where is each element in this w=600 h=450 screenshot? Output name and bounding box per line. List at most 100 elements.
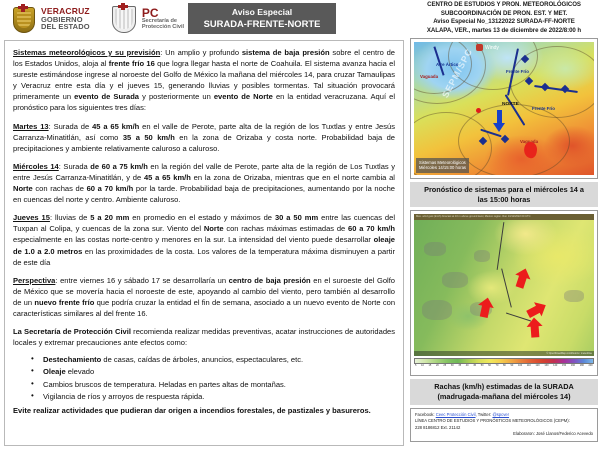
urban-area-shading <box>564 290 584 303</box>
gust-map-frame: Max. wind gust (km/h) forecast at 10 m a… <box>410 210 598 377</box>
paragraph-jueves-15: Jueves 15: lluvias de 5 a 20 mm en prome… <box>13 213 395 267</box>
label-jueves-15: Jueves 15 <box>13 213 50 223</box>
proteccion-civil-crest-icon <box>108 3 138 35</box>
gust-color-scale: 5 10 15 20 25 30 35 40 45 50 60 70 80 90… <box>414 358 594 372</box>
footer-line-cepm: LÍNEA CENTRO DE ESTUDIOS Y PRONÓSTICOS M… <box>415 418 570 424</box>
synoptic-caption-line2: las 15:00 horas <box>477 194 531 204</box>
urban-area-shading <box>422 300 452 321</box>
scale-tick: 110 <box>526 364 531 368</box>
synoptic-map-frame: Windy SEPM/SPC Aire Ártico Vaguada Frent… <box>410 38 598 179</box>
scale-tick: 45 <box>473 364 477 368</box>
contact-footer: Facebook: Ceec Protección Civil, Twitter… <box>410 407 598 442</box>
scale-tick: 40 <box>465 364 469 368</box>
map-label-vaguada-1: Vaguada <box>420 74 439 79</box>
scale-tick: 15 <box>428 364 432 368</box>
issuing-office-header: CENTRO DE ESTUDIOS Y PRON. METEOROLÓGICO… <box>408 1 600 37</box>
scale-tick: 80 <box>503 364 506 368</box>
synoptic-caption-line1: Pronóstico de sistemas para el miércoles… <box>424 185 584 194</box>
aviso-badge-line1: Aviso Especial <box>231 7 293 18</box>
color-scale-ticks: 5 10 15 20 25 30 35 40 45 50 60 70 80 90… <box>414 364 594 367</box>
closing-warning-text: Evite realizar actividades que pudieran … <box>13 406 371 416</box>
label-perspectiva: Perspectiva <box>13 275 56 285</box>
scale-tick: 200 <box>588 364 593 368</box>
scale-tick: 100 <box>517 364 523 368</box>
label-martes-13: Martes 13 <box>13 121 49 131</box>
twitter-label: , Twitter: <box>475 411 493 417</box>
gust-caption-line2: (madrugada-mañana del miércoles 14) <box>437 392 571 402</box>
proteccion-civil-logo: PC Secretaría de Protección Civil <box>108 3 184 35</box>
facebook-label: Facebook: <box>415 411 436 417</box>
synoptic-map-caption: Pronóstico de sistemas para el miércoles… <box>410 182 598 208</box>
right-image-column: Windy SEPM/SPC Aire Ártico Vaguada Frent… <box>410 38 598 442</box>
scale-tick: 150 <box>562 364 567 368</box>
scale-tick: 5 <box>415 364 417 368</box>
urban-area-shading <box>424 242 446 257</box>
gust-map-top-strip: Max. wind gust (km/h) forecast at 10 m a… <box>414 214 594 221</box>
scale-tick: 25 <box>443 364 447 368</box>
issuing-office-line2: SUBCOORDINACIÓN DE PRON. EST. Y MET. <box>440 9 568 17</box>
veracruz-logo-line3: DEL ESTADO <box>41 22 90 32</box>
windy-logo-icon <box>476 44 483 51</box>
stamp-line2: Miércoles 14/15:00 horas <box>419 165 467 171</box>
paragraph-miercoles-14: Miércoles 14: Surada de 60 a 75 km/h en … <box>13 161 396 205</box>
forecast-text-panel: Sistemas meteorológicos y su previsión: … <box>4 40 404 446</box>
windy-label: Windy <box>485 44 499 51</box>
pc-logo-line2: Secretaría de <box>141 18 177 25</box>
pc-logo-line3: Protección Civil <box>141 24 185 31</box>
scale-tick: 50 <box>480 364 484 368</box>
list-item: Cambios bruscos de temperatura. Heladas … <box>31 378 395 391</box>
veracruz-government-logo: VERACRUZ GOBIERNO DEL ESTADO <box>10 4 90 34</box>
gust-speed-field <box>414 214 594 357</box>
label-systems-outlook: Sistemas meteorológicos y su previsión <box>13 48 161 57</box>
paragraph-perspectiva: Perspectiva: entre viernes 16 y sábado 1… <box>13 275 396 318</box>
scale-tick: 140 <box>553 364 558 368</box>
footer-social-line: Facebook: Ceec Protección Civil, Twitter… <box>415 412 593 419</box>
paragraph-recommendations-intro: La Secretaría de Protección Civil recomi… <box>13 327 395 348</box>
scale-tick: 120 <box>535 364 540 368</box>
scale-tick: 90 <box>510 364 514 368</box>
list-item: Destechamiento de casas, caídas de árbol… <box>31 353 395 366</box>
issuing-office-line4: XALAPA, VER., martes 13 de diciembre de … <box>426 26 582 34</box>
facebook-link[interactable]: Ceec Protección Civil <box>435 411 476 417</box>
scale-tick: 180 <box>579 364 584 368</box>
veracruz-logo-line2: GOBIERNO <box>41 14 83 24</box>
windy-watermark: Windy <box>476 44 499 51</box>
isobar-line <box>414 112 492 175</box>
scale-tick: 20 <box>435 364 439 368</box>
stamp-line1: Sistemas Meteorológicos <box>419 159 466 165</box>
scale-tick: 70 <box>495 364 499 368</box>
issuing-office-line3: Aviso Especial No_13122022 SURADA-FF-NOR… <box>433 18 575 26</box>
gust-map-caption: Rachas (km/h) estimadas de la SURADA (ma… <box>410 379 598 405</box>
scale-tick: 60 <box>488 364 491 368</box>
issuing-office-line1: CENTRO DE ESTUDIOS Y PRON. METEOROLÓGICO… <box>427 1 581 8</box>
scale-tick: 35 <box>458 364 462 368</box>
veracruz-logo-line1: VERACRUZ <box>41 5 90 16</box>
label-miercoles-14: Miércoles 14 <box>13 161 59 171</box>
footer-phone: 228 8186812 Ext. 21142 <box>415 424 461 430</box>
footer-authors: Elaboraron: José Llanos/Federico Acevedo <box>513 431 593 437</box>
synoptic-timestamp-stamp: Sistemas Meteorológicos Miércoles 14/15:… <box>416 157 470 173</box>
veracruz-crest-icon <box>10 4 36 34</box>
urban-area-shading <box>474 250 490 263</box>
twitter-link[interactable]: @spcver <box>492 411 510 417</box>
map-label-frente-frio-1: Frente Frío <box>506 69 529 74</box>
low-pressure-marker <box>476 108 481 113</box>
aviso-especial-badge: Aviso Especial SURADA-FRENTE-NORTE <box>188 3 336 34</box>
aviso-badge-line2: SURADA-FRENTE-NORTE <box>203 17 321 29</box>
list-item: Vigilancia de ríos y arroyos de respuest… <box>31 390 395 403</box>
scale-tick: 160 <box>570 364 576 368</box>
scale-tick: 30 <box>450 364 454 368</box>
map-label-norte: NORTE <box>502 102 519 107</box>
paragraph-systems-outlook: Sistemas meteorológicos y su previsión: … <box>13 48 396 113</box>
urban-area-shading <box>442 272 468 289</box>
recommendations-list: Destechamiento de casas, caídas de árbol… <box>13 353 395 403</box>
wind-gust-map: Max. wind gust (km/h) forecast at 10 m a… <box>414 214 594 357</box>
scale-tick: 130 <box>544 364 549 368</box>
color-scale-gradient <box>414 358 594 365</box>
pc-logo-abbr: PC <box>141 5 159 20</box>
map-label-frente-frio-2: Frente Frío <box>532 106 555 111</box>
paragraph-martes-13: Martes 13: Surada de 45 a 65 km/h en el … <box>13 121 395 153</box>
gust-map-bottom-strip: © OpenStreetMap contributors / meteoblue <box>414 351 594 357</box>
map-label-aire-artico: Aire Ártico <box>436 62 459 67</box>
